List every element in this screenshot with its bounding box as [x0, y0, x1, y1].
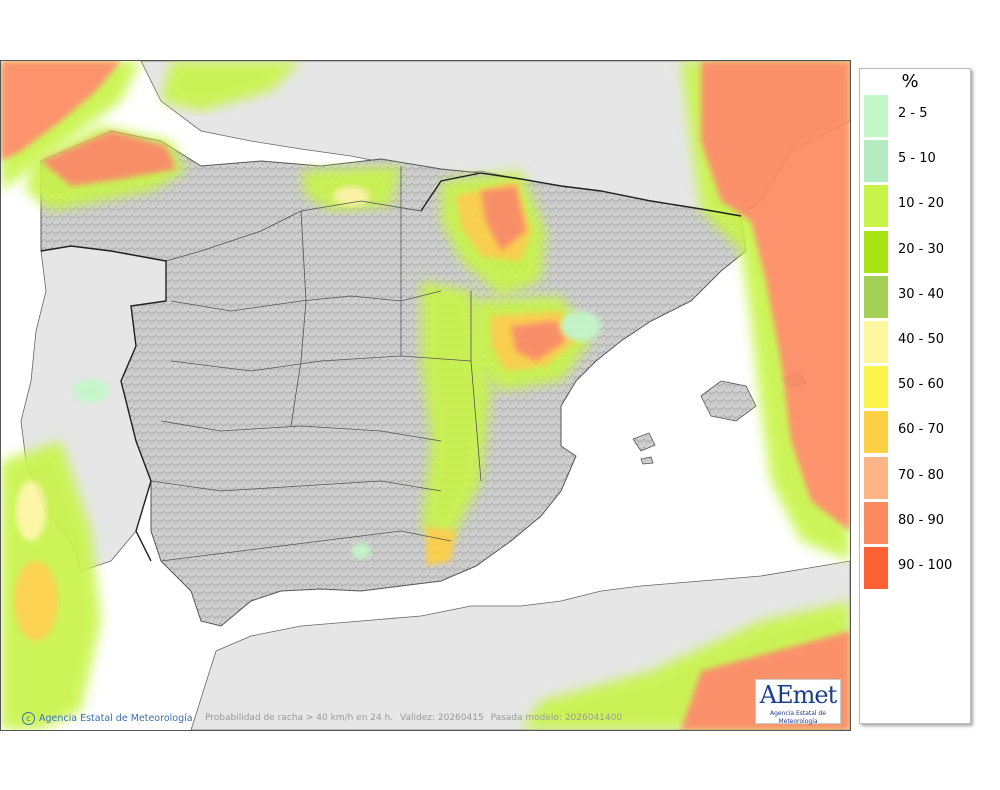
copyright-icon: c — [22, 712, 35, 725]
legend-title: % — [901, 71, 919, 92]
legend-label: 40 - 50 — [898, 332, 945, 347]
legend-swatch — [864, 411, 888, 454]
legend-swatch — [864, 456, 888, 499]
logo-subtitle: Agencia Estatal de Meteorología — [769, 710, 826, 725]
country-borders — [40, 172, 742, 562]
legend-item: 5 - 10 — [864, 140, 968, 183]
caption-model-run: Pasada modelo: 2026041400 — [490, 713, 623, 723]
legend-label: 10 - 20 — [898, 196, 945, 212]
legend-swatch — [864, 275, 888, 318]
legend-label: 60 - 70 — [898, 422, 945, 438]
legend-panel: % 2 - 5 5 - 10 10 - 20 20 - 30 30 - 40 40 - 5… — [859, 68, 971, 724]
legend-item: 50 - 60 — [864, 366, 968, 409]
legend-label: 30 - 40 — [898, 286, 945, 302]
legend-label: 50 - 60 — [898, 377, 945, 393]
legend-swatch — [864, 140, 888, 183]
legend-item: 80 - 90 — [864, 501, 968, 544]
legend-swatch — [864, 321, 888, 363]
aemet-logo: AEmet Agencia Estatal de Meteorología — [755, 679, 841, 725]
ibiza — [632, 432, 656, 452]
legend-swatch — [864, 547, 888, 589]
legend-swatch — [864, 230, 888, 273]
legend-swatch — [864, 501, 888, 544]
legend-swatch — [864, 95, 888, 137]
legend-label: 70 - 80 — [898, 467, 945, 483]
legend-label: 80 - 90 — [898, 512, 945, 528]
legend-item: 60 - 70 — [864, 411, 968, 454]
mallorca — [700, 380, 757, 422]
legend-item: 70 - 80 — [864, 456, 968, 499]
legend-item: 20 - 30 — [864, 230, 968, 273]
legend-label: 2 - 5 — [898, 106, 928, 121]
probability-overlay — [1, 61, 850, 730]
credit-text: c Agencia Estatal de Meteorología — [22, 712, 193, 725]
map-caption: Probabilidad de racha > 40 km/h en 24 h.… — [205, 713, 626, 723]
region-borders — [150, 166, 482, 562]
caption-validity: Validez: 20260415 — [400, 713, 484, 723]
legend-item: 2 - 5 — [864, 95, 968, 137]
legend-label: 90 - 100 — [898, 558, 953, 573]
logo-mark: AEmet — [759, 681, 837, 709]
legend-label: 5 - 10 — [898, 151, 936, 167]
legend-swatch — [864, 366, 888, 409]
legend-swatch — [864, 185, 888, 228]
legend-item: 10 - 20 — [864, 185, 968, 228]
legend-item: 30 - 40 — [864, 275, 968, 318]
legend-item: 90 - 100 — [864, 547, 968, 589]
caption-product: Probabilidad de racha > 40 km/h en 24 h. — [205, 713, 394, 723]
legend-item: 40 - 50 — [864, 321, 968, 363]
credit-label: Agencia Estatal de Meteorología — [39, 713, 193, 724]
formentera — [640, 456, 654, 465]
forecast-map — [0, 60, 851, 731]
legend-label: 20 - 30 — [898, 241, 945, 257]
